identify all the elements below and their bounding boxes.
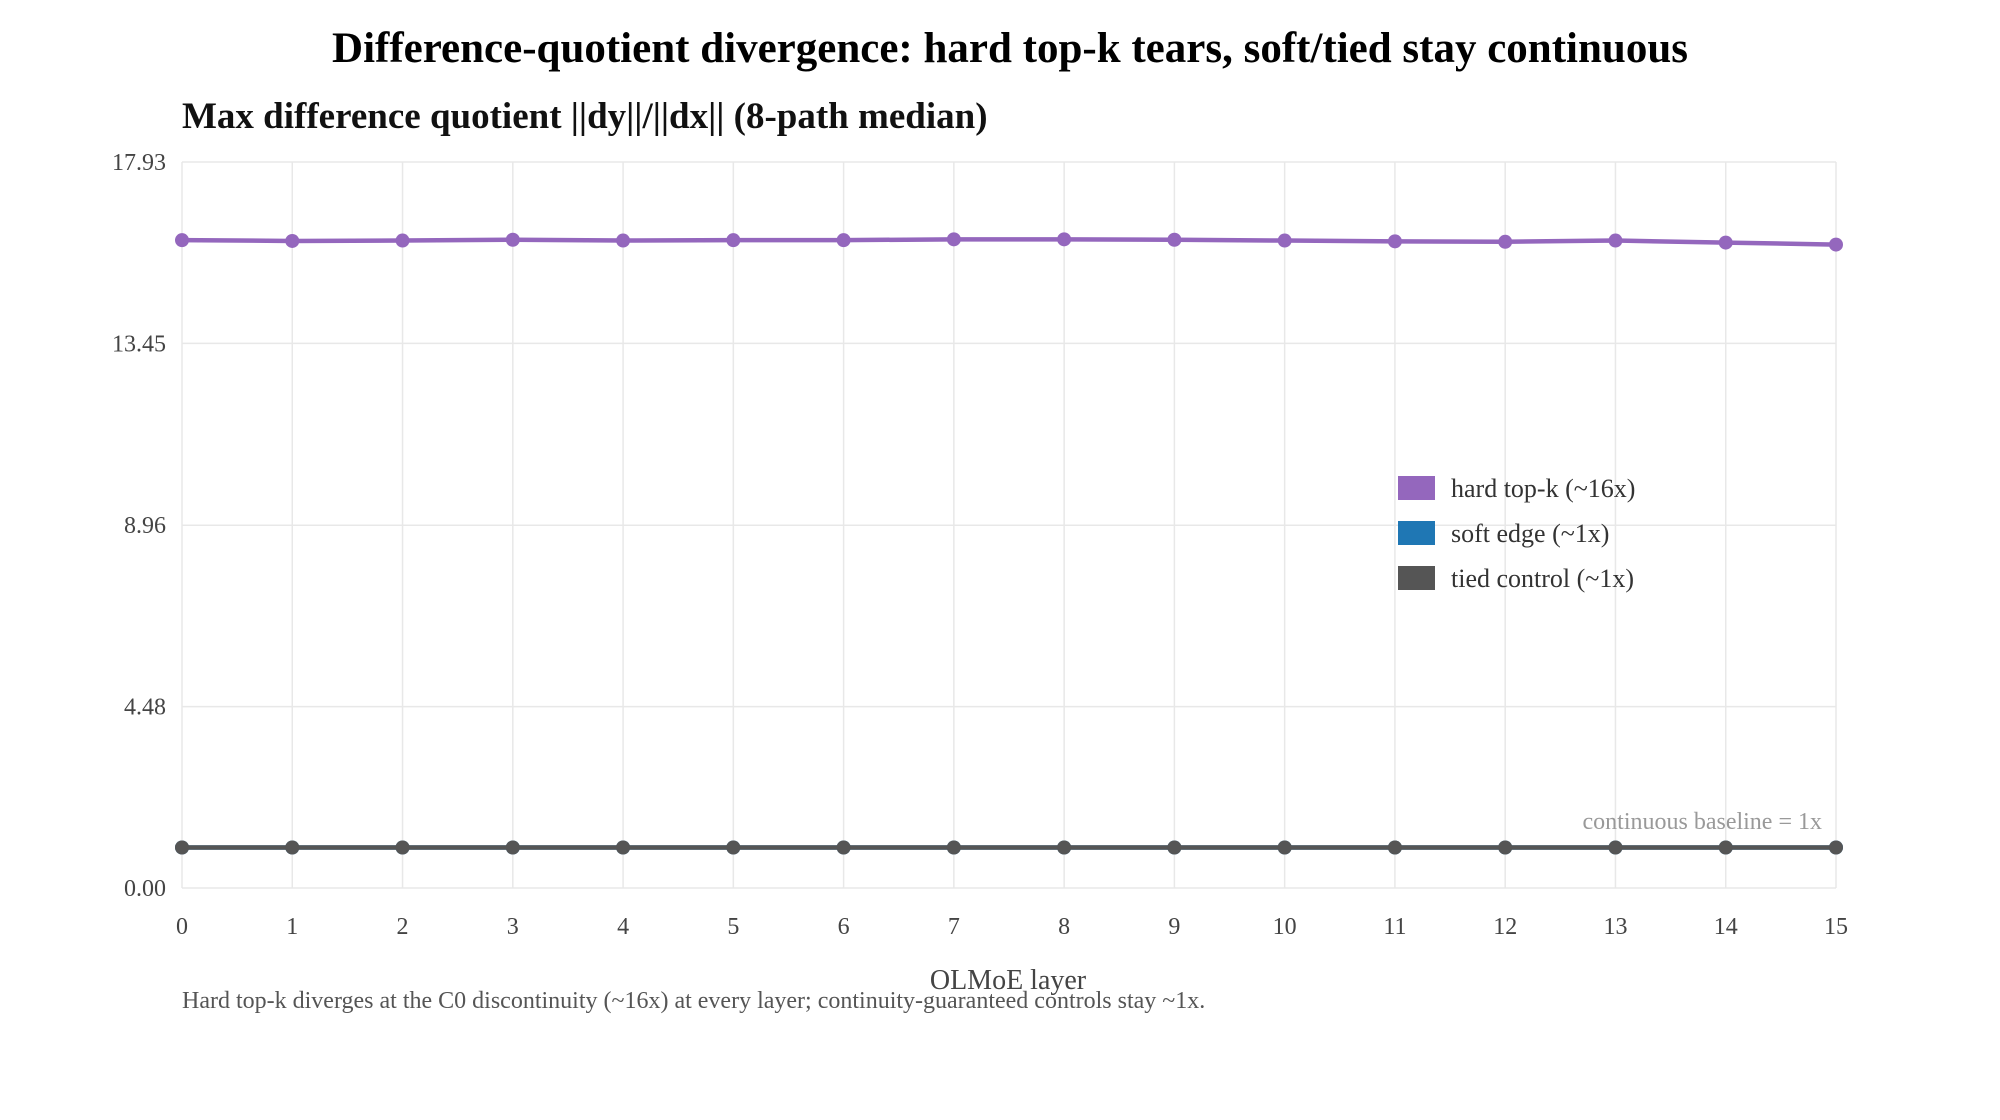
- chart-caption: Hard top-k diverges at the C0 discontinu…: [182, 988, 1205, 1014]
- x-axis-label: OLMoE layer: [930, 965, 1087, 996]
- data-point: [395, 233, 410, 248]
- series-1: [175, 232, 1843, 252]
- data-point: [1277, 233, 1292, 248]
- data-point: [175, 840, 189, 855]
- data-point: [505, 840, 520, 855]
- legend-label: tied control (~1x): [1451, 564, 1634, 593]
- data-point: [1057, 232, 1072, 247]
- legend-label: hard top-k (~16x): [1451, 474, 1635, 503]
- data-point: [1387, 234, 1402, 249]
- y-tick-label: 8.96: [124, 513, 166, 539]
- data-point: [285, 840, 300, 855]
- data-point: [726, 840, 741, 855]
- x-tick-label: 11: [1383, 914, 1406, 940]
- legend-swatch: [1398, 521, 1435, 545]
- data-point: [946, 232, 961, 247]
- data-point: [726, 233, 741, 248]
- data-point: [1167, 840, 1182, 855]
- y-tick-label: 0.00: [124, 876, 166, 902]
- x-tick-label: 10: [1273, 914, 1297, 940]
- data-point: [1277, 840, 1292, 855]
- legend-swatch: [1398, 566, 1435, 590]
- x-tick-label: 8: [1058, 914, 1070, 940]
- x-axis-ticks: 0 1 2 3 4 5 6 7 8 9 10 11 12 13 14 15: [176, 914, 1848, 940]
- x-tick-label: 13: [1603, 914, 1627, 940]
- chart-subtitle: Max difference quotient ||dy||/||dx|| (8…: [182, 96, 988, 137]
- data-point: [946, 840, 961, 855]
- data-point: [395, 840, 410, 855]
- data-point: [1387, 840, 1402, 855]
- legend: hard top-k (~16x) soft edge (~1x) tied con…: [1398, 474, 1635, 593]
- data-point: [1498, 234, 1513, 249]
- y-tick-label: 17.93: [112, 150, 166, 176]
- baseline-annotation: continuous baseline = 1x: [1583, 809, 1823, 835]
- data-point: [505, 232, 520, 247]
- x-tick-label: 1: [286, 914, 298, 940]
- data-point: [285, 233, 300, 248]
- data-point: [616, 840, 631, 855]
- series-line: [181, 237, 1837, 247]
- data-point: [1718, 840, 1733, 855]
- x-tick-label: 12: [1493, 914, 1517, 940]
- y-tick-label: 13.45: [112, 331, 166, 357]
- legend-label: soft edge (~1x): [1451, 519, 1609, 548]
- data-point: [1057, 840, 1072, 855]
- series-3: [175, 840, 1843, 855]
- x-tick-label: 0: [176, 914, 188, 940]
- x-tick-label: 9: [1168, 914, 1180, 940]
- data-point: [836, 840, 851, 855]
- data-point: [1718, 235, 1733, 250]
- x-tick-label: 3: [507, 914, 519, 940]
- data-point: [1829, 840, 1843, 855]
- data-point: [1608, 233, 1623, 248]
- x-tick-label: 6: [838, 914, 850, 940]
- data-point: [1608, 840, 1623, 855]
- data-point: [1167, 232, 1182, 247]
- x-tick-label: 15: [1824, 914, 1848, 940]
- x-tick-label: 14: [1714, 914, 1738, 940]
- y-axis-ticks: 0.00 4.48 8.96 13.45 17.93: [112, 150, 166, 902]
- data-point: [1498, 840, 1513, 855]
- x-tick-label: 5: [727, 914, 739, 940]
- y-tick-label: 4.48: [124, 695, 166, 721]
- x-tick-label: 2: [397, 914, 409, 940]
- legend-swatch: [1398, 476, 1435, 500]
- data-point: [175, 233, 189, 248]
- series-lines: [175, 232, 1843, 855]
- data-point: [616, 233, 631, 248]
- x-tick-label: 4: [617, 914, 629, 940]
- x-tick-label: 7: [948, 914, 960, 940]
- chart-title: Difference-quotient divergence: hard top…: [332, 25, 1688, 72]
- data-point: [836, 233, 851, 248]
- grid: [181, 161, 1837, 889]
- data-point: [1829, 237, 1843, 252]
